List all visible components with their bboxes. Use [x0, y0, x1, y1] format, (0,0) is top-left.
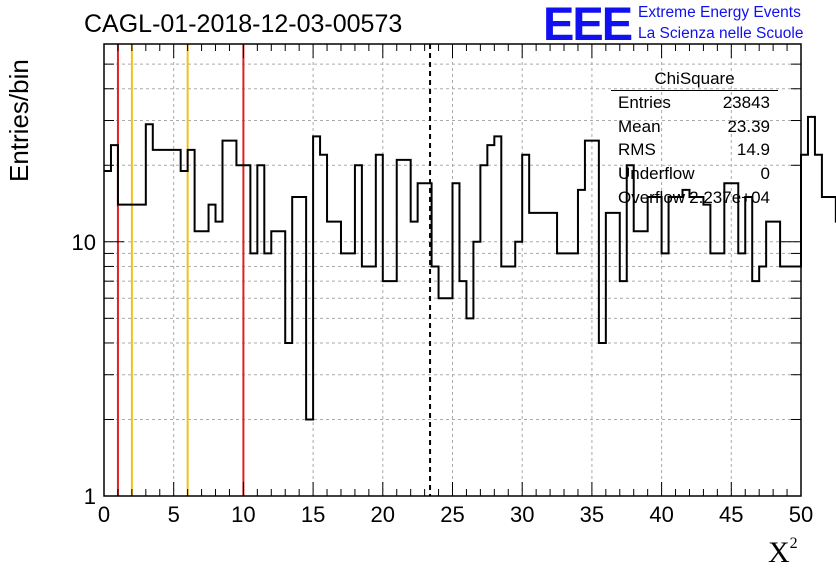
x-tick-label: 5: [168, 502, 180, 527]
tick-layer: [103, 44, 802, 496]
x-tick-label: 20: [371, 502, 395, 527]
chart-title: CAGL-01-2018-12-03-00573: [84, 10, 403, 38]
stats-row-underflow: Underflow 0: [611, 162, 778, 186]
histogram-series: [104, 115, 836, 421]
stats-value: 23843: [722, 93, 770, 112]
x-tick-label: 25: [440, 502, 464, 527]
stats-title: ChiSquare: [611, 68, 778, 91]
stats-key: Overflow: [618, 187, 686, 207]
x-tick-label: 30: [510, 502, 534, 527]
eee-logo: EEE: [543, 0, 633, 50]
x-tick-label: 35: [580, 502, 604, 527]
stats-key: Entries: [618, 93, 671, 112]
stats-row-entries: Entries 23843: [611, 91, 778, 115]
stats-row-overflow: Overflow 2.237e+04: [611, 186, 778, 210]
stats-box: ChiSquare Entries 23843 Mean 23.39 RMS 1…: [611, 68, 778, 209]
tick-label-layer: 0 5 10 15 20 25 30 35 40 45 50 1 10: [72, 230, 814, 527]
x-tick-label: 0: [98, 502, 110, 527]
x-axis-label-sup: 2: [789, 535, 798, 552]
x-tick-label: 10: [231, 502, 255, 527]
x-axis-label-text: X: [768, 536, 790, 569]
vline-layer: [116, 44, 432, 496]
stats-value: 14.9: [736, 140, 770, 160]
x-tick-label: 45: [719, 502, 743, 527]
x-axis-label: X2: [768, 535, 798, 570]
y-tick-label: 1: [84, 484, 96, 509]
stats-value: 23.39: [727, 116, 770, 136]
stats-key: Underflow: [618, 164, 695, 184]
x-tick-label: 50: [789, 502, 813, 527]
y-axis-label: Entries/bin: [4, 59, 34, 182]
x-tick-label: 40: [649, 502, 673, 527]
stats-row-mean: Mean 23.39: [611, 115, 778, 139]
stats-key: Mean: [618, 116, 661, 136]
stats-row-rms: RMS 14.9: [611, 138, 778, 162]
logo-subtitle-2: La Scienza nelle Scuole: [638, 25, 804, 42]
stats-value: 0: [760, 164, 770, 184]
logo-subtitle-1: Extreme Energy Events: [638, 4, 801, 21]
x-tick-label: 15: [301, 502, 325, 527]
stats-value: 2.237e+04: [689, 187, 770, 207]
stats-key: RMS: [618, 140, 656, 160]
y-tick-label: 10: [72, 230, 96, 255]
